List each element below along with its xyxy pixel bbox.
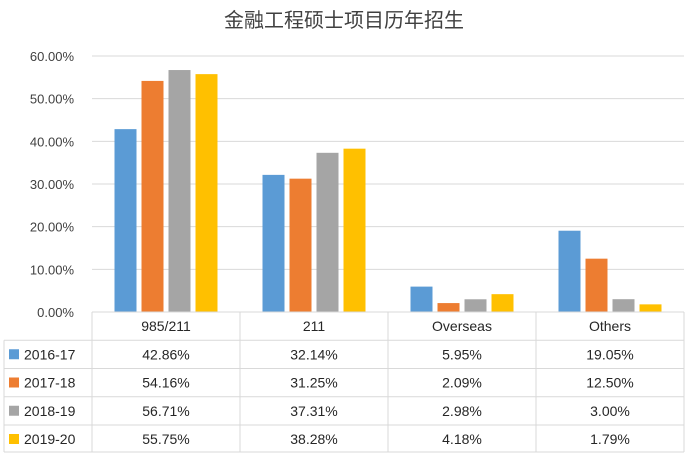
data-label: 42.86% [142, 346, 189, 362]
data-label: 19.05% [586, 346, 633, 362]
data-label: 31.25% [290, 375, 337, 391]
category-label: 211 [303, 318, 326, 334]
series-name: 2019-20 [24, 431, 76, 447]
bar-2016-17-985/211 [114, 129, 137, 312]
category-label: Overseas [432, 318, 492, 334]
data-label: 54.16% [142, 375, 189, 391]
y-tick-label: 40.00% [30, 134, 75, 149]
y-tick-label: 0.00% [37, 305, 74, 320]
data-label: 1.79% [590, 431, 630, 447]
bar-2016-17-211 [262, 174, 285, 312]
bars [114, 70, 662, 313]
y-tick-label: 20.00% [30, 220, 75, 235]
data-label: 5.95% [442, 346, 482, 362]
data-label: 56.71% [142, 403, 189, 419]
bar-2019-20-Others [639, 304, 662, 312]
bar-2016-17-Overseas [410, 286, 433, 312]
data-label: 55.75% [142, 431, 189, 447]
data-label: 2.98% [442, 403, 482, 419]
data-label: 12.50% [586, 375, 633, 391]
data-table: 985/211 211 Overseas Others 2016-17 42.86% 32.… [3, 311, 685, 453]
series-name: 2016-17 [24, 346, 76, 362]
legend-key-2018-19 [9, 405, 19, 416]
gridlines [92, 55, 684, 270]
y-tick-label: 30.00% [30, 177, 75, 192]
bar-2018-19-985/211 [168, 70, 191, 313]
legend-key-2019-20 [9, 434, 19, 444]
y-tick-label: 10.00% [30, 262, 75, 277]
chart-title: 金融工程硕士项目历年招生 [224, 8, 464, 32]
bar-2019-20-Overseas [491, 294, 514, 312]
legend-key-2017-18 [9, 377, 19, 388]
bar-2018-19-Overseas [464, 299, 487, 312]
bar-2018-19-211 [316, 152, 339, 312]
y-tick-label: 50.00% [30, 92, 75, 107]
bar-2017-18-Others [585, 258, 608, 312]
data-label: 4.18% [442, 431, 482, 447]
data-label: 2.09% [442, 375, 482, 391]
bar-2017-18-211 [289, 178, 312, 312]
category-label: Others [589, 318, 631, 334]
legend-key-2016-17 [9, 349, 19, 360]
data-label: 32.14% [290, 346, 337, 362]
bar-2019-20-985/211 [195, 74, 218, 312]
bar-2017-18-985/211 [141, 80, 164, 313]
data-label: 38.28% [290, 431, 337, 447]
bar-2017-18-Overseas [437, 303, 460, 312]
y-axis: 0.00% 10.00% 20.00% 30.00% 40.00% 50.00% 60.00… [30, 49, 75, 320]
bar-2016-17-Others [558, 230, 581, 312]
category-label: 985/211 [141, 318, 191, 334]
data-label: 3.00% [590, 403, 630, 419]
data-label: 37.31% [290, 403, 337, 419]
bar-2019-20-211 [343, 148, 366, 312]
bar-2018-19-Others [612, 299, 635, 312]
series-name: 2018-19 [24, 403, 76, 419]
series-name: 2017-18 [24, 375, 76, 391]
y-tick-label: 60.00% [30, 49, 75, 64]
